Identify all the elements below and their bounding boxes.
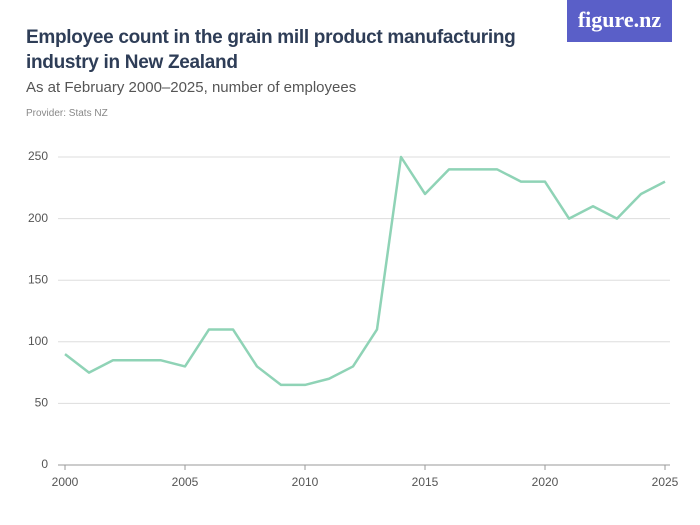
x-tick-label: 2000 [52, 475, 79, 489]
y-tick-label: 100 [28, 334, 48, 348]
x-tick-label: 2005 [172, 475, 199, 489]
x-tick-label: 2025 [652, 475, 679, 489]
provider: Provider: Stats NZ [26, 108, 108, 119]
y-tick-label: 150 [28, 272, 48, 286]
y-tick-label: 50 [35, 396, 49, 410]
chart-subtitle: As at February 2000–2025, number of empl… [26, 79, 357, 96]
y-tick-label: 0 [41, 457, 48, 471]
x-tick-label: 2010 [292, 475, 319, 489]
logo[interactable]: figure.nz [567, 0, 672, 42]
y-tick-label: 200 [28, 211, 48, 225]
x-tick-label: 2015 [412, 475, 439, 489]
y-tick-label: 250 [28, 149, 48, 163]
x-tick-label: 2020 [532, 475, 559, 489]
data-line [64, 155, 666, 387]
chart-title: Employee count in the grain mill product… [26, 27, 516, 73]
